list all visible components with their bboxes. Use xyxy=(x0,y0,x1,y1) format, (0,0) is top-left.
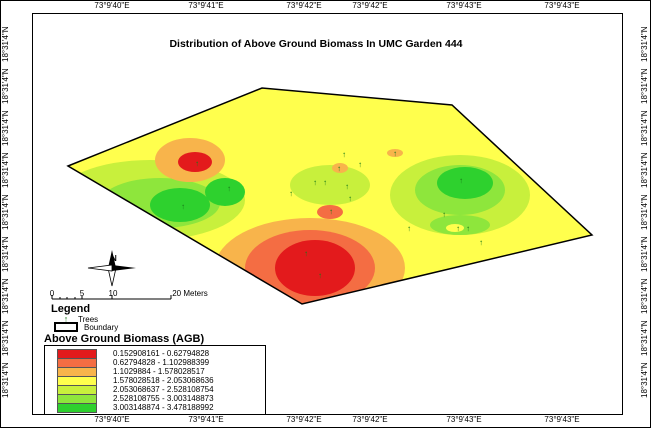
tree-icon: ↑ xyxy=(289,189,293,198)
agb-legend-title: Above Ground Biomass (AGB) xyxy=(44,333,205,345)
graticule-label: 73°9'43"E xyxy=(544,415,580,424)
tree-icon: ↑ xyxy=(345,182,349,191)
tree-icon: ↑ xyxy=(227,184,231,193)
north-label: N xyxy=(111,254,117,263)
tree-icon: ↑ xyxy=(459,176,463,185)
graticule-label: 73°9'42"E xyxy=(352,1,388,10)
agb-class-label: 1.1029884 - 1.578028517 xyxy=(113,367,205,376)
legend-item-trees: ↑ Trees xyxy=(60,314,98,324)
tree-icon: ↑ xyxy=(195,159,199,168)
tree-icon: ↑ xyxy=(329,207,333,216)
agb-legend: 0.152908161 - 0.62794828 0.62794828 - 1.1… xyxy=(44,345,266,415)
tree-icon: ↑ xyxy=(348,194,352,203)
graticule-label: 73°9'43"E xyxy=(446,1,482,10)
graticule-label: 73°9'40"E xyxy=(94,1,130,10)
agb-class-label: 2.528108755 - 3.003148873 xyxy=(113,394,214,403)
graticule-label: 73°9'42"E xyxy=(286,1,322,10)
scale-label: 0 xyxy=(49,289,55,298)
tree-icon: ↑ xyxy=(407,224,411,233)
tree-icon: ↑ xyxy=(313,178,317,187)
tree-icon: ↑ xyxy=(442,210,446,219)
scale-label: 5 xyxy=(79,289,85,298)
graticule-label: 73°9'41"E xyxy=(188,1,224,10)
tree-icon: ↑ xyxy=(304,249,308,258)
tree-icon: ↑ xyxy=(342,150,346,159)
tree-markers: ↑ ↑ ↑ ↑ ↑ ↑ ↑ ↑ ↑ ↑ ↑ ↑ ↑ ↑ ↑ ↑ ↑ ↑ ↑ ↑ … xyxy=(181,149,483,280)
graticule-label: 73°9'40"E xyxy=(94,415,130,424)
agb-class-label: 2.053068637 - 2.528108754 xyxy=(113,385,214,394)
tree-icon: ↑ xyxy=(323,178,327,187)
graticule-label: 73°9'41"E xyxy=(188,415,224,424)
tree-icon: ↑ xyxy=(181,202,185,211)
scale-label: 20 Meters xyxy=(172,289,208,298)
garden-boundary xyxy=(66,87,594,305)
tree-icon: ↑ xyxy=(63,314,69,324)
boundary-box xyxy=(54,322,78,332)
tree-icon: ↑ xyxy=(318,271,322,280)
graticule-label: 73°9'43"E xyxy=(446,415,482,424)
agb-class-label: 1.578028518 - 2.053068636 xyxy=(113,376,214,385)
tree-icon: ↑ xyxy=(479,238,483,247)
agb-class-label: 0.62794828 - 1.102988399 xyxy=(113,358,210,367)
graticule-label: 73°9'43"E xyxy=(544,1,580,10)
legend-item-boundary: Boundary xyxy=(54,322,119,332)
agb-class-label: 0.152908161 - 0.62794828 xyxy=(113,349,210,358)
graticule-label: 73°9'42"E xyxy=(286,415,322,424)
scale-label: 10 xyxy=(108,289,118,298)
tree-icon: ↑ xyxy=(393,149,397,158)
tree-icon: ↑ xyxy=(337,164,341,173)
legend-label: Boundary xyxy=(84,322,119,332)
tree-icon: ↑ xyxy=(358,160,362,169)
legend-title: Legend xyxy=(51,303,91,315)
agb-class-label: 3.003148874 - 3.478188992 xyxy=(113,403,214,412)
map-title: Distribution of Above Ground Biomass In … xyxy=(169,38,463,50)
north-arrow xyxy=(87,250,136,287)
legend-label: Trees xyxy=(78,314,99,324)
tree-icon: ↑ xyxy=(466,224,470,233)
scale-bar xyxy=(51,295,172,300)
agb-class-swatch xyxy=(57,402,97,413)
tree-icon: ↑ xyxy=(456,224,460,233)
agb-class-row: 3.003148874 - 3.478188992 xyxy=(57,402,214,413)
graticule-label: 73°9'42"E xyxy=(352,415,388,424)
